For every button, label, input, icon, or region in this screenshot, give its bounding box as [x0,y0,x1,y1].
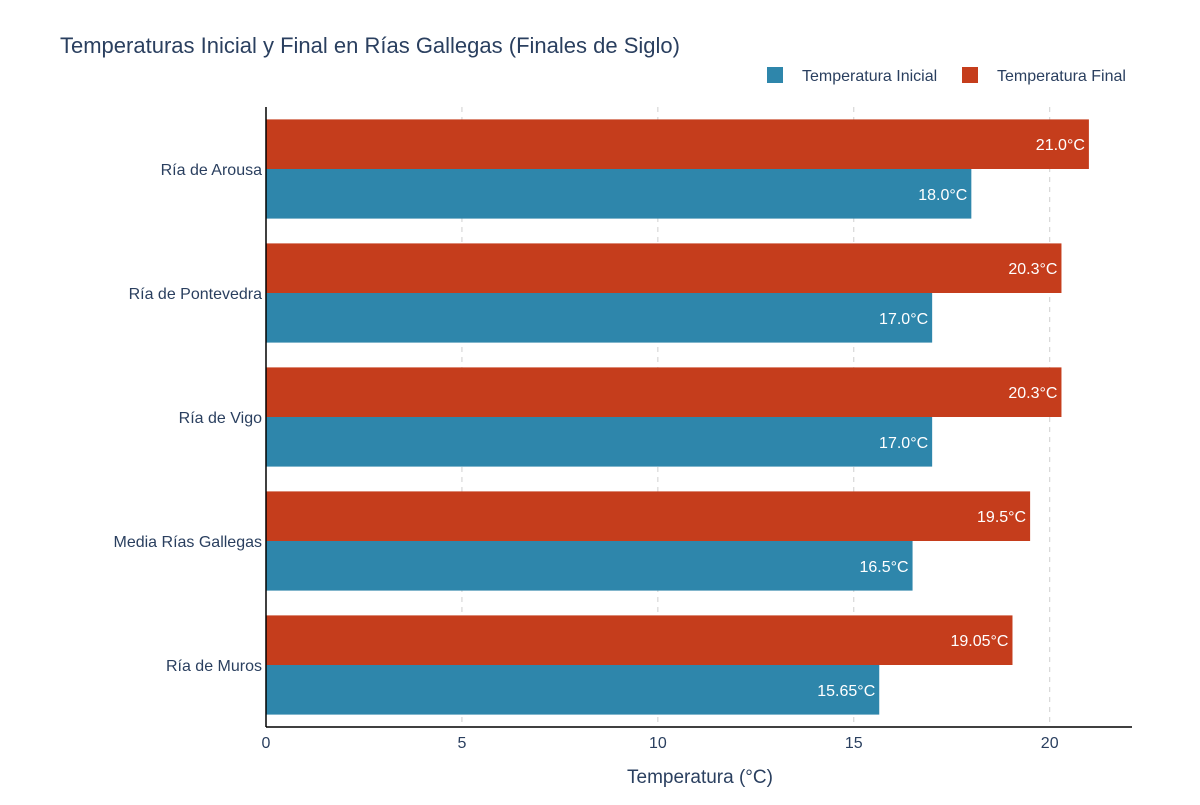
bars: 21.0°C 18.0°C 20.3°C 17.0°C 20.3°C 17.0°C 19.5… [266,119,1089,715]
x-tick-label: 5 [457,735,466,752]
legend-label[interactable]: Temperatura Inicial [802,68,937,85]
bar [266,367,1062,417]
legend-swatch [962,67,978,83]
bar [266,119,1089,169]
y-tick-label: Ría de Muros [166,658,262,675]
legend-label[interactable]: Temperatura Final [997,68,1126,85]
bar [266,293,933,343]
y-tick-label: Ría de Vigo [179,410,262,427]
y-axis-labels: Ría de Arousa Ría de Pontevedra Ría de Vig… [113,162,262,675]
bar [266,665,880,715]
bar [266,541,913,591]
data-label: 17.0°C [879,435,928,452]
legend: Temperatura Inicial Temperatura Final [767,67,1126,85]
data-label: 21.0°C [1036,137,1085,154]
x-axis-ticks: 0 5 10 15 20 [262,735,1059,752]
data-label: 17.0°C [879,311,928,328]
y-tick-label: Media Rías Gallegas [113,534,262,551]
data-label: 20.3°C [1008,261,1057,278]
bar [266,417,933,467]
data-label: 19.05°C [950,633,1008,650]
bar [266,243,1062,293]
data-label: 19.5°C [977,509,1026,526]
data-label: 16.5°C [859,559,908,576]
legend-swatch [767,67,783,83]
data-label: 15.65°C [817,683,875,700]
x-tick-label: 15 [845,735,863,752]
x-tick-label: 10 [649,735,667,752]
bar [266,615,1013,665]
x-tick-label: 20 [1041,735,1059,752]
bar [266,169,972,219]
y-tick-label: Ría de Arousa [161,162,263,179]
chart-title: Temperaturas Inicial y Final en Rías Gal… [60,33,680,58]
data-label: 18.0°C [918,187,967,204]
x-axis-title: Temperatura (°C) [627,767,773,788]
data-label: 20.3°C [1008,385,1057,402]
y-tick-label: Ría de Pontevedra [129,286,263,303]
x-tick-label: 0 [262,735,271,752]
bar [266,491,1031,541]
